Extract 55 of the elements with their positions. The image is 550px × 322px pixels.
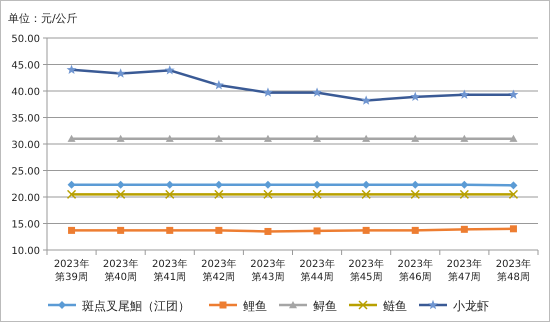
x-tick-label: 2023年第40周: [102, 258, 138, 283]
point: [509, 134, 518, 142]
point: [361, 190, 371, 200]
y-tick-label: 15.00: [11, 220, 40, 230]
point: [312, 190, 322, 200]
x-tick-label: 2023年第48周: [496, 258, 532, 283]
point: [508, 190, 518, 200]
y-axis-title: 单位：元/公斤: [8, 12, 78, 25]
y-tick-label: 30.00: [11, 140, 40, 151]
y-tick-label: 20.00: [11, 193, 40, 204]
y-tick-label: 35.00: [11, 114, 40, 124]
point: [214, 134, 223, 142]
point: [68, 226, 76, 234]
point: [264, 134, 272, 142]
x-tick-label: 2023年第39周: [54, 258, 90, 283]
y-tick-label: 45.00: [11, 60, 40, 72]
point: [314, 227, 321, 234]
legend-label: 斑点叉尾鮰（江团）: [82, 299, 190, 313]
point: [460, 226, 468, 233]
legend-label: 鲟鱼: [313, 299, 337, 313]
point: [313, 134, 322, 142]
point: [165, 190, 174, 200]
point: [263, 190, 273, 200]
y-tick-label: 50.00: [11, 34, 40, 45]
x-tick-label: 2023年第41周: [152, 258, 188, 283]
y-tick-label: 40.00: [11, 87, 40, 98]
point: [264, 228, 272, 235]
point: [460, 190, 470, 200]
point: [68, 134, 76, 142]
point: [362, 134, 370, 142]
point: [166, 226, 174, 234]
legend-label: 鲢鱼: [383, 299, 407, 313]
point: [215, 226, 222, 234]
point: [460, 134, 468, 142]
x-tick-label: 2023年第47周: [446, 258, 482, 283]
point: [117, 226, 124, 234]
point: [214, 190, 224, 200]
point: [510, 225, 517, 232]
x-tick-label: 2023年第44周: [299, 258, 335, 283]
legend-label: 小龙虾: [453, 299, 489, 313]
y-tick-label: 25.00: [11, 166, 40, 178]
point: [412, 226, 419, 234]
legend-label: 鲤鱼: [243, 299, 267, 313]
x-tick-label: 2023年第46周: [398, 258, 433, 283]
y-tick-label: 10.00: [11, 246, 40, 257]
point: [116, 190, 126, 200]
point: [411, 134, 420, 142]
point: [66, 190, 76, 200]
x-tick-label: 2023年第45周: [348, 258, 384, 283]
point: [410, 190, 420, 200]
point: [116, 134, 125, 142]
x-tick-label: 2023年第42周: [201, 258, 237, 283]
point: [166, 134, 174, 142]
point: [362, 226, 370, 234]
x-tick-label: 2023年第43周: [250, 258, 286, 283]
